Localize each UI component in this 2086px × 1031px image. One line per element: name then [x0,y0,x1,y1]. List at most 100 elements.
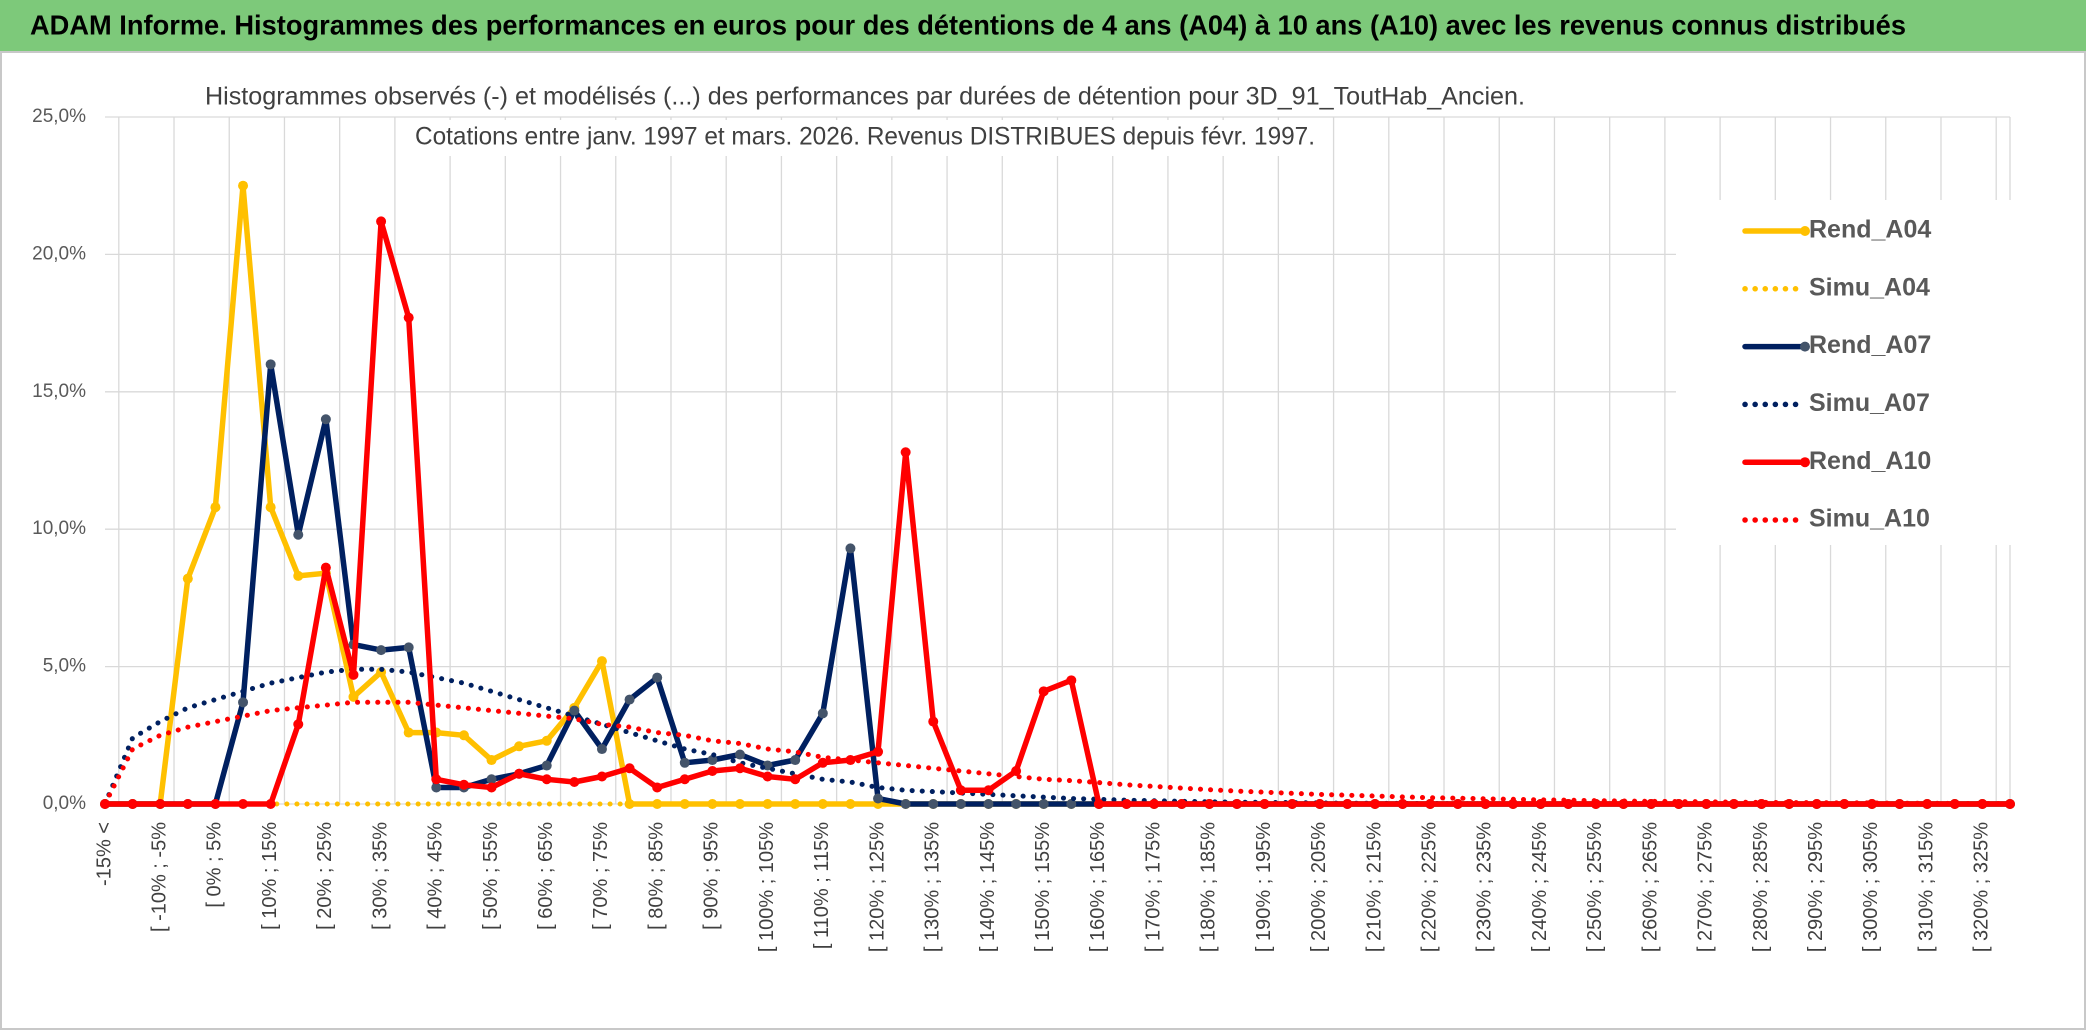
point [486,774,497,785]
x-tick-label: [ 210% ; 215% [1363,822,1385,952]
point [596,656,607,667]
point [265,359,276,370]
point [928,799,939,809]
x-tick-label: [ -10% ; -5% [148,822,170,932]
point [458,779,469,790]
chart-title: Histogrammes observés (-) et modélisés (… [205,83,1525,111]
point [817,708,828,719]
point [293,570,304,581]
point [1011,766,1022,777]
x-tick-label: [ 140% ; 145% [977,822,999,952]
x-tick-label: [ 130% ; 135% [922,822,944,952]
point [735,763,745,774]
x-tick-label: [ 30% ; 35% [369,822,391,930]
point [873,746,884,757]
point [238,799,249,809]
point [320,414,331,425]
point [596,744,607,755]
point [431,782,442,793]
x-tick-label: [ 230% ; 235% [1474,822,1496,952]
point [679,774,690,785]
point [265,502,276,513]
x-tick-label: [ 90% ; 95% [701,822,723,930]
legend-label: Simu_A04 [1809,273,1930,301]
point [955,785,966,796]
x-tick-label: [ 20% ; 25% [314,822,336,930]
observed-line [102,218,2013,807]
point [569,705,580,716]
x-tick-label: [ 150% ; 155% [1032,822,1054,952]
point [1480,799,1491,809]
plot [100,180,2015,809]
point [1038,799,1049,809]
point [624,763,635,774]
x-tick-label: [ 180% ; 185% [1198,822,1220,952]
chart-subtitle: Cotations entre janv. 1997 et mars. 2026… [415,123,1315,151]
point [1508,799,1519,809]
x-tick-label: [ 10% ; 15% [259,822,281,930]
point [1342,799,1353,809]
x-tick-label: [ 260% ; 265% [1639,822,1661,952]
y-tick-label: 5,0% [43,656,86,677]
point [293,719,304,730]
legend-marker [1800,457,1810,468]
point [735,749,745,760]
point [983,785,994,796]
point [514,741,525,752]
point [762,771,773,782]
point [1066,799,1077,809]
x-tick-label: -15% < [93,822,115,886]
point [486,755,497,766]
point [790,755,801,766]
x-tick-label: [ 310% ; 315% [1915,822,1937,952]
x-tick-label: [ 170% ; 175% [1142,822,1164,952]
point [376,216,387,227]
point [541,735,552,746]
y-tick-label: 15,0% [32,381,86,402]
point [983,799,994,809]
legend-label: Rend_A04 [1809,216,1931,244]
x-tick-label: [ 40% ; 45% [425,822,447,930]
y-tick-label: 25,0% [32,106,86,127]
point [155,799,166,809]
point [1011,799,1022,809]
point [1176,799,1187,809]
y-tick-label: 10,0% [32,518,86,539]
point [1149,799,1160,809]
point [238,180,249,191]
legend: Rend_A04 Simu_A04 Rend_A07 Simu_A07 Rend_A10… [1742,216,1931,533]
x-tick-label: [ 300% ; 305% [1860,822,1882,952]
header-bar [0,0,2086,52]
point [900,799,911,809]
x-tick-label: [ 240% ; 245% [1529,822,1551,952]
point [1314,799,1325,809]
point [182,573,193,584]
point [210,502,221,513]
point [707,766,718,777]
x-tick-label: [ 0% ; 5% [204,822,226,908]
x-tick-label: [ 80% ; 85% [645,822,667,930]
simulated-line [102,699,2013,807]
point [707,755,718,766]
x-tick-label: [ 70% ; 75% [590,822,612,930]
point [652,782,663,793]
point [762,799,773,809]
x-tick-label: [ 290% ; 295% [1805,822,1827,952]
point [541,760,552,771]
point [376,645,387,656]
point [182,799,193,809]
title-bg [200,80,1530,116]
point [790,799,801,809]
point [1452,799,1463,809]
point [1425,799,1436,809]
x-tick-label: [ 190% ; 195% [1253,822,1275,952]
point [293,529,304,540]
point [1204,799,1215,809]
point [1397,799,1408,809]
point [1866,799,1877,809]
point [1038,686,1049,697]
point [458,730,469,741]
point [403,312,414,323]
legend-label: Simu_A10 [1809,505,1930,533]
